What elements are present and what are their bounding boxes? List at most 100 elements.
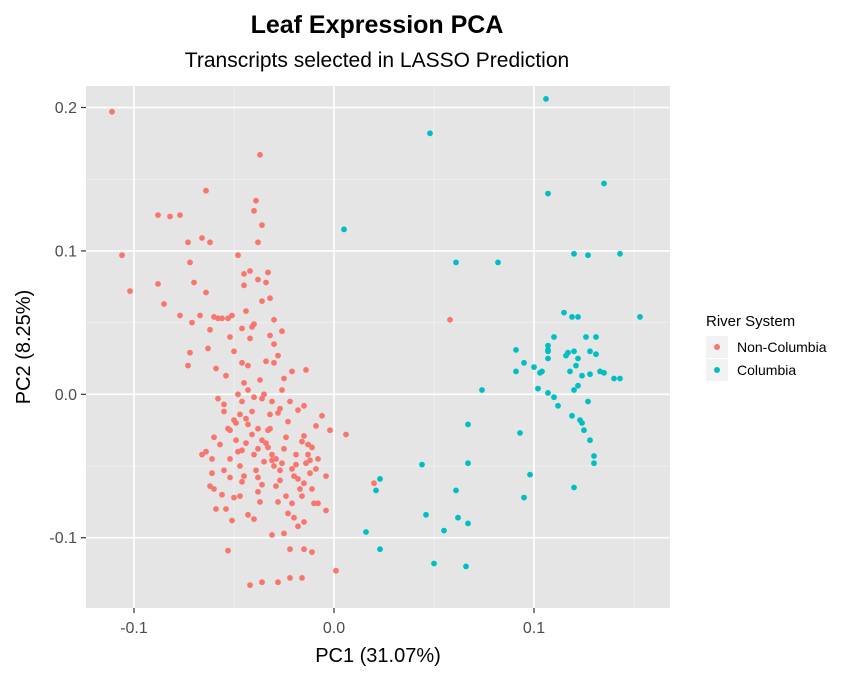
point-non-columbia [239, 359, 245, 366]
point-non-columbia [189, 319, 195, 326]
point-non-columbia [187, 349, 193, 356]
point-non-columbia [303, 460, 309, 467]
point-non-columbia [293, 461, 299, 468]
point-columbia [513, 347, 519, 353]
chart-subtitle: Transcripts selected in LASSO Prediction [185, 49, 569, 72]
point-non-columbia [305, 441, 311, 448]
point-non-columbia [199, 235, 205, 241]
point-columbia [545, 342, 551, 349]
point-non-columbia [259, 298, 265, 304]
point-columbia [517, 430, 523, 436]
point-columbia [585, 398, 591, 405]
point-non-columbia [245, 421, 251, 428]
point-non-columbia [227, 334, 233, 340]
point-columbia [535, 385, 541, 392]
point-columbia [455, 514, 461, 521]
point-non-columbia [261, 458, 267, 465]
point-columbia [601, 180, 607, 187]
point-non-columbia [197, 312, 203, 319]
point-columbia [545, 355, 551, 362]
point-non-columbia [307, 470, 313, 477]
point-non-columbia [271, 359, 277, 366]
point-columbia [465, 421, 471, 428]
point-non-columbia [259, 222, 265, 229]
point-non-columbia [255, 239, 261, 246]
point-non-columbia [299, 438, 305, 445]
point-non-columbia [207, 239, 213, 246]
point-non-columbia [255, 474, 261, 481]
point-non-columbia [301, 480, 307, 487]
point-columbia [545, 390, 551, 396]
point-non-columbia [237, 411, 243, 418]
point-non-columbia [247, 582, 253, 588]
point-non-columbia [299, 575, 305, 581]
point-columbia [569, 412, 575, 419]
point-non-columbia [237, 463, 243, 469]
grid-major [86, 86, 670, 608]
point-non-columbia [281, 445, 287, 452]
point-non-columbia [215, 315, 221, 322]
point-columbia [561, 309, 567, 316]
point-non-columbia [247, 268, 253, 274]
point-non-columbia [203, 448, 209, 455]
point-columbia [545, 348, 551, 355]
point-non-columbia [293, 451, 299, 458]
point-columbia [527, 471, 533, 478]
point-non-columbia [297, 486, 303, 492]
point-columbia [465, 520, 471, 527]
point-non-columbia [185, 362, 191, 369]
point-columbia [453, 487, 459, 494]
point-columbia [495, 259, 501, 266]
point-columbia [593, 334, 599, 340]
point-columbia [441, 527, 447, 534]
point-non-columbia [287, 546, 293, 553]
point-non-columbia [185, 239, 191, 246]
y-axis-label: PC2 (8.25%) [13, 290, 35, 405]
point-non-columbia [231, 494, 237, 501]
point-non-columbia [243, 308, 249, 314]
point-columbia [463, 563, 469, 570]
point-non-columbia [207, 483, 213, 489]
point-columbia [587, 348, 593, 355]
point-non-columbia [273, 483, 279, 489]
legend-marker-columbia [714, 367, 720, 373]
point-columbia [377, 476, 383, 482]
point-non-columbia [255, 445, 261, 452]
point-non-columbia [301, 402, 307, 409]
point-non-columbia [235, 252, 241, 259]
point-non-columbia [311, 500, 317, 507]
point-non-columbia [211, 434, 217, 441]
point-non-columbia [219, 315, 225, 322]
x-tick-label: 0.1 [523, 620, 545, 637]
point-non-columbia [213, 365, 219, 372]
point-non-columbia [249, 408, 255, 415]
legend-marker-non-columbia [714, 344, 720, 350]
point-non-columbia [289, 500, 295, 507]
point-non-columbia [245, 511, 251, 518]
point-non-columbia [283, 493, 289, 499]
y-tick-label: 0.2 [55, 100, 77, 117]
point-columbia [521, 494, 527, 501]
point-non-columbia [199, 451, 205, 458]
point-non-columbia [327, 427, 333, 434]
point-non-columbia [167, 213, 173, 220]
point-non-columbia [227, 474, 233, 481]
point-non-columbia [305, 451, 311, 458]
point-non-columbia [203, 187, 209, 194]
point-non-columbia [207, 326, 213, 333]
point-non-columbia [251, 207, 257, 214]
point-columbia [571, 348, 577, 355]
point-non-columbia [291, 514, 297, 521]
plot-panel [86, 86, 670, 608]
point-non-columbia [127, 288, 133, 294]
point-non-columbia [263, 440, 269, 446]
point-non-columbia [235, 391, 241, 398]
point-non-columbia [225, 425, 231, 432]
point-non-columbia [309, 486, 315, 492]
point-non-columbia [267, 295, 273, 302]
point-non-columbia [177, 212, 183, 219]
y-tick-label: 0.1 [55, 243, 77, 260]
point-non-columbia [205, 345, 211, 352]
point-columbia [513, 368, 519, 375]
point-columbia [531, 364, 537, 370]
